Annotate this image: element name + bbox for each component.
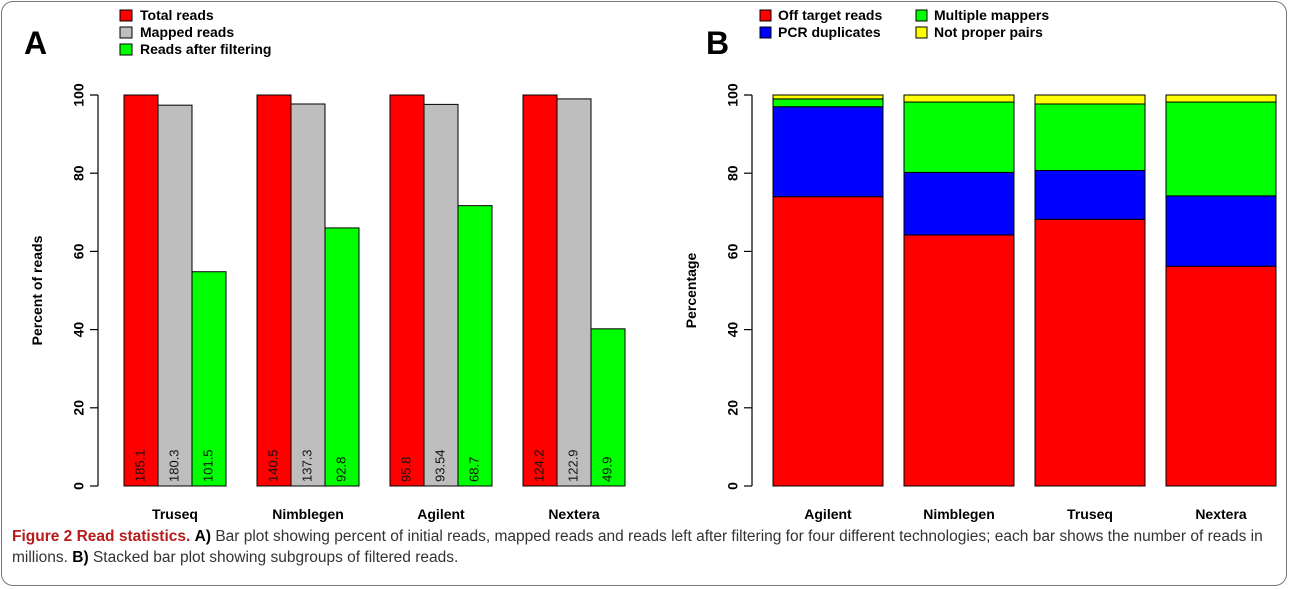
legend-label-b-1: PCR duplicates — [778, 24, 881, 40]
caption-part-b-text: Stacked bar plot showing subgroups of fi… — [92, 549, 459, 566]
bar-label-a-truseq-0: 185.1 — [132, 449, 147, 482]
bar-b-nimblegen-0 — [903, 234, 1015, 487]
y-axis-title-b: Percentage — [683, 253, 699, 329]
legend-swatch-b-1 — [759, 26, 772, 39]
figure-caption: Figure 2 Read statistics. A) Bar plot sh… — [12, 526, 1282, 568]
bar-b-truseq-2 — [1034, 103, 1146, 171]
bar-b-truseq-3 — [1034, 94, 1146, 105]
legend-label-2: Reads after filtering — [140, 41, 271, 57]
x-tick-label-b-agilent: Agilent — [804, 506, 852, 522]
bar-a-nextera-0 — [522, 94, 558, 487]
bar-label-a-agilent-0: 95.8 — [398, 457, 413, 482]
x-tick-label-b-nimblegen: Nimblegen — [923, 506, 995, 522]
legend-swatch-1 — [119, 26, 133, 39]
bar-a-nimblegen-2 — [324, 227, 360, 487]
bar-b-nimblegen-2 — [903, 101, 1015, 173]
y-tick-label-a-80: 80 — [71, 165, 87, 181]
legend-swatch-b-3 — [915, 26, 928, 39]
y-tick-label-a-40: 40 — [71, 322, 87, 338]
caption-part-a-text: Bar plot showing percent of initial read… — [12, 528, 1263, 566]
x-tick-label-a-nextera: Nextera — [548, 506, 600, 522]
bar-label-a-truseq-1: 180.3 — [166, 449, 181, 482]
y-tick-label-a-20: 20 — [71, 400, 87, 416]
bar-b-nextera-3 — [1165, 94, 1277, 103]
bar-label-a-agilent-2: 68.7 — [466, 457, 481, 482]
panel-a-label: A — [24, 25, 47, 61]
bar-b-nimblegen-3 — [903, 94, 1015, 103]
caption-title: Read statistics. — [76, 528, 191, 545]
caption-part-b-label: B) — [72, 549, 89, 566]
legend-swatch-0 — [119, 9, 133, 22]
x-tick-label-b-nextera: Nextera — [1195, 506, 1247, 522]
y-tick-label-b-20: 20 — [725, 400, 741, 416]
y-tick-label-b-60: 60 — [725, 243, 741, 259]
x-tick-label-a-nimblegen: Nimblegen — [272, 506, 344, 522]
bar-b-nextera-2 — [1165, 101, 1277, 197]
x-tick-label-a-truseq: Truseq — [152, 506, 198, 522]
bar-a-nimblegen-1 — [290, 103, 326, 487]
panel-b-label: B — [706, 25, 729, 61]
bar-a-agilent-2 — [457, 205, 493, 487]
legend-swatch-b-0 — [759, 9, 772, 22]
bar-label-a-nimblegen-0: 140.5 — [265, 449, 280, 482]
bar-b-nimblegen-1 — [903, 171, 1015, 236]
y-axis-title-a: Percent of reads — [29, 235, 45, 345]
panel-b: B Off target reads Multiple mappers PCR dup… — [683, 7, 1277, 522]
y-tick-label-a-100: 100 — [71, 83, 87, 107]
bar-a-agilent-1 — [423, 103, 459, 487]
bar-b-agilent-3 — [772, 94, 884, 100]
bar-label-a-nextera-2: 49.9 — [599, 457, 614, 482]
bar-label-a-agilent-1: 93.54 — [432, 449, 447, 482]
bar-b-nextera-1 — [1165, 195, 1277, 267]
bar-a-truseq-1 — [157, 104, 193, 487]
bar-a-nextera-2 — [590, 328, 626, 487]
bar-label-a-nimblegen-2: 92.8 — [333, 457, 348, 482]
y-tick-label-a-60: 60 — [71, 243, 87, 259]
caption-figure-label: Figure 2 — [12, 528, 73, 545]
x-tick-label-a-agilent: Agilent — [417, 506, 465, 522]
legend-swatch-2 — [119, 43, 133, 56]
caption-part-a-label: A) — [194, 528, 211, 545]
bar-b-agilent-0 — [772, 196, 884, 487]
legend-swatch-b-2 — [915, 9, 928, 22]
bar-a-nextera-1 — [556, 98, 592, 487]
bar-b-agilent-1 — [772, 106, 884, 198]
bar-a-truseq-0 — [123, 94, 159, 487]
bar-b-agilent-2 — [772, 98, 884, 108]
legend-label-0: Total reads — [140, 7, 214, 23]
bar-a-nimblegen-0 — [256, 94, 292, 487]
x-tick-label-b-truseq: Truseq — [1067, 506, 1113, 522]
bar-label-a-nextera-0: 124.2 — [531, 449, 546, 482]
bar-label-a-nextera-1: 122.9 — [565, 449, 580, 482]
bar-label-a-nimblegen-1: 137.3 — [299, 449, 314, 482]
bar-a-truseq-2 — [191, 271, 227, 487]
bar-a-agilent-0 — [389, 94, 425, 487]
bar-label-a-truseq-2: 101.5 — [200, 449, 215, 482]
bar-b-truseq-0 — [1034, 218, 1146, 487]
legend-label-1: Mapped reads — [140, 24, 234, 40]
bar-b-truseq-1 — [1034, 169, 1146, 220]
legend-label-b-0: Off target reads — [778, 7, 882, 23]
y-tick-label-a-0: 0 — [71, 482, 87, 490]
y-tick-label-b-80: 80 — [725, 165, 741, 181]
bar-b-nextera-0 — [1165, 265, 1277, 487]
y-tick-label-b-0: 0 — [725, 482, 741, 490]
y-tick-label-b-100: 100 — [725, 83, 741, 107]
y-tick-label-b-40: 40 — [725, 322, 741, 338]
legend-label-b-2: Multiple mappers — [934, 7, 1049, 23]
legend-label-b-3: Not proper pairs — [934, 24, 1043, 40]
